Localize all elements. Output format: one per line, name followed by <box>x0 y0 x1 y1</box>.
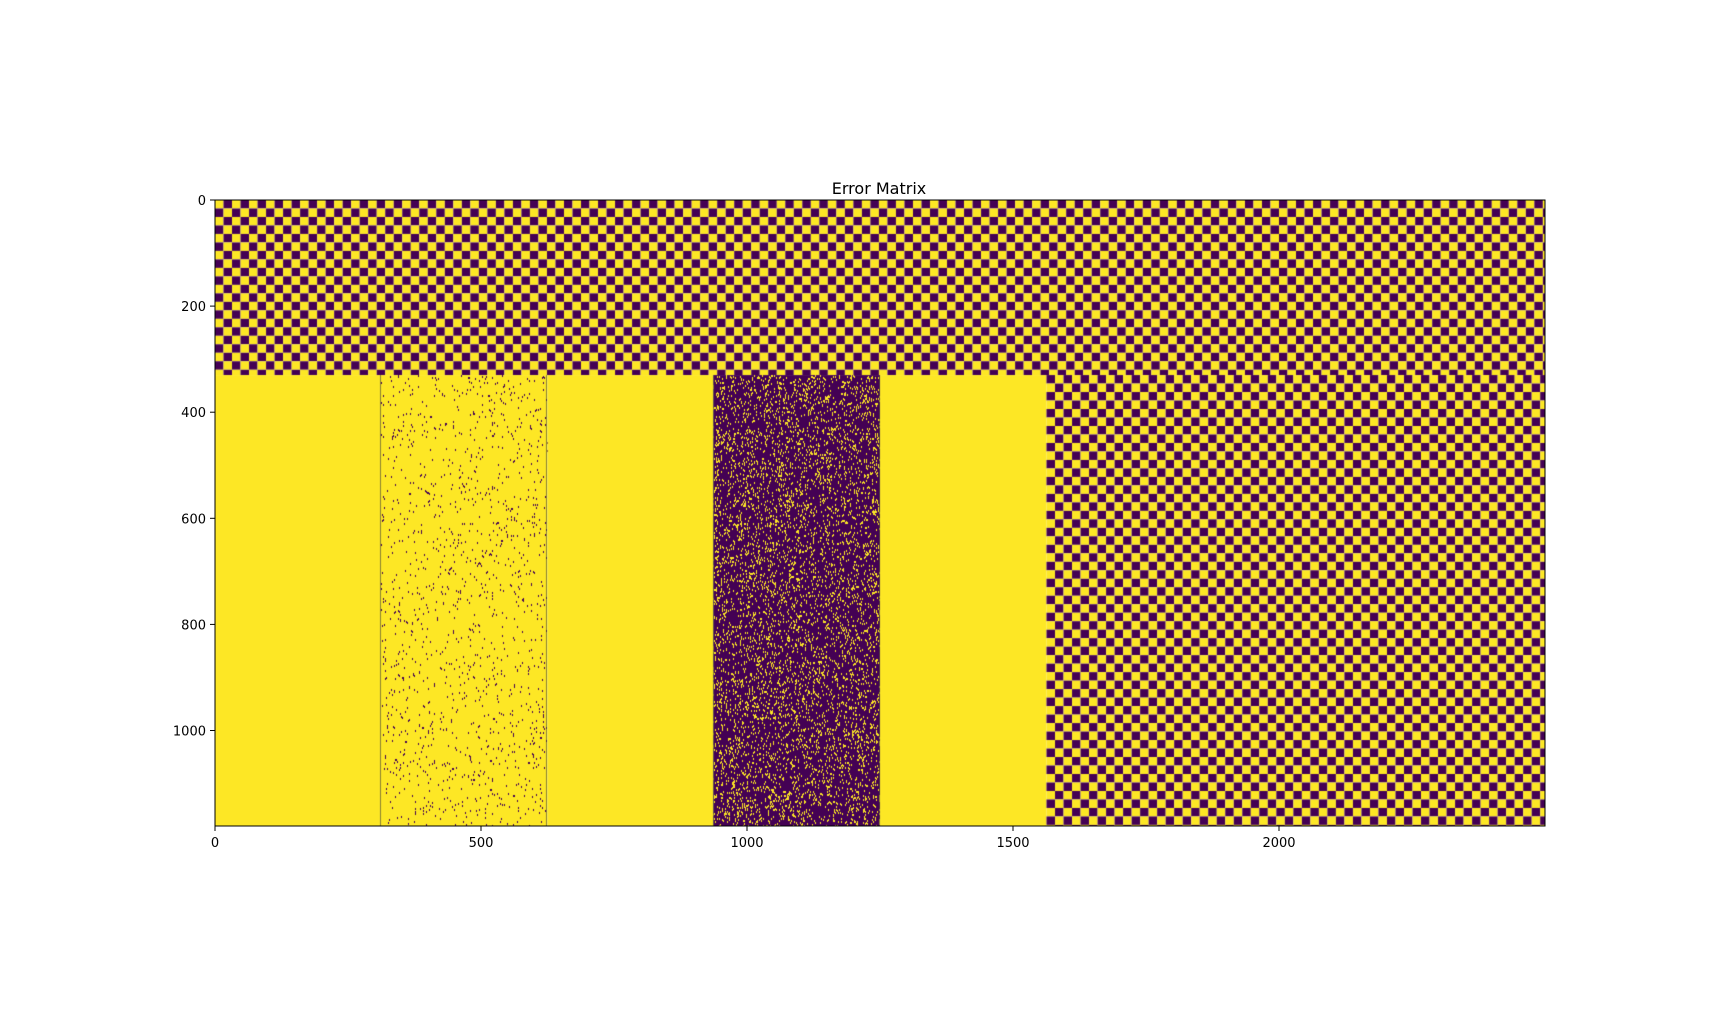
y-tick-label: 1000 <box>173 725 206 740</box>
x-tick-label: 0 <box>211 836 219 851</box>
y-tick-label: 400 <box>181 406 206 421</box>
x-tick-label: 1000 <box>730 836 763 851</box>
plot-frame <box>214 199 1546 827</box>
y-tick-label: 800 <box>181 618 206 633</box>
x-tick-label: 1500 <box>996 836 1029 851</box>
y-tick-label: 600 <box>181 512 206 527</box>
x-tick-label: 500 <box>469 836 494 851</box>
y-axis: 0 200 400 600 800 1000 <box>173 194 215 740</box>
y-tick-label: 0 <box>198 194 206 209</box>
heatmap-canvas <box>215 200 1545 826</box>
x-axis: 0 500 1000 1500 2000 <box>211 826 1296 851</box>
y-tick-label: 200 <box>181 300 206 315</box>
x-tick-label: 2000 <box>1262 836 1295 851</box>
heatmap-image <box>215 200 1545 826</box>
chart-title: Error Matrix <box>832 179 926 198</box>
